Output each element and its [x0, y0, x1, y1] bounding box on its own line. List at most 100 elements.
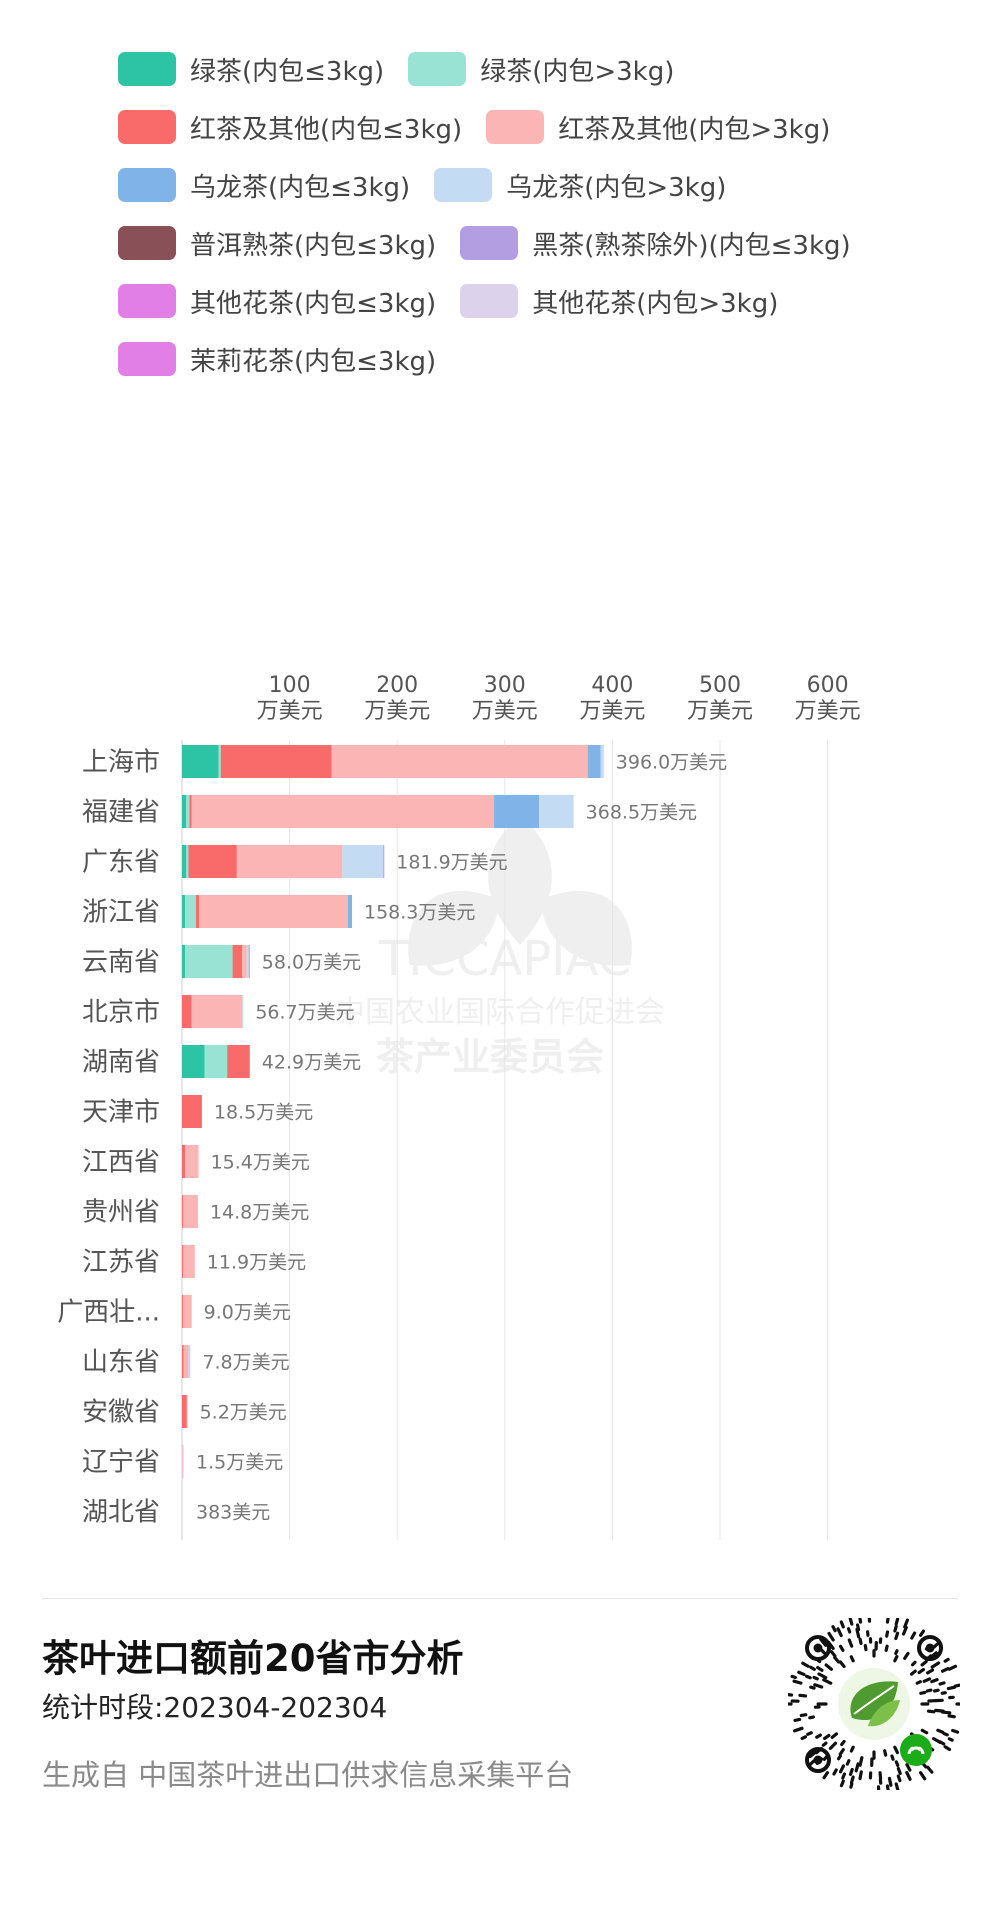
bar-segment[interactable] [600, 745, 604, 778]
bar-segment[interactable] [182, 1045, 205, 1078]
bar-segment[interactable] [183, 1195, 198, 1228]
legend-item[interactable]: 乌龙茶(内包>3kg) [434, 167, 726, 204]
legend-label: 绿茶(内包≤3kg) [190, 56, 385, 87]
bar-segment[interactable] [189, 795, 192, 828]
bar-segment[interactable] [182, 1295, 184, 1328]
wechat-mini-program-icon [900, 1734, 932, 1766]
bar-segment[interactable] [331, 745, 588, 778]
bar-total-label: 42.9万美元 [262, 1052, 361, 1074]
bar-segment[interactable] [182, 1445, 184, 1478]
watermark-line-2: 茶产业委员会 [376, 1035, 604, 1079]
bar-segment[interactable] [182, 995, 192, 1028]
legend-item[interactable]: 其他花茶(内包>3kg) [460, 283, 778, 320]
y-category-label: 广西壮... [57, 1298, 160, 1328]
bar-segment[interactable] [347, 895, 353, 928]
bar-segment[interactable] [185, 1145, 199, 1178]
bar-segment[interactable] [182, 1195, 184, 1228]
bar-segment[interactable] [183, 1245, 195, 1278]
qr-code-icon[interactable] [788, 1618, 960, 1790]
bar-total-label: 14.8万美元 [210, 1202, 309, 1224]
bar-segment[interactable] [182, 1145, 186, 1178]
watermark-line-1: 中国农业国际合作促进会 [335, 995, 665, 1030]
x-tick-label: 500 [699, 673, 741, 698]
bar-segment[interactable] [199, 895, 348, 928]
bar-segment[interactable] [204, 1045, 228, 1078]
bar-segment[interactable] [191, 795, 495, 828]
bar-segment[interactable] [182, 795, 187, 828]
legend-row: 其他花茶(内包≤3kg) 其他花茶(内包>3kg) [118, 272, 978, 330]
bar-segment[interactable] [186, 1395, 188, 1428]
bar-segment[interactable] [236, 845, 343, 878]
bar-segment[interactable] [186, 845, 189, 878]
bar-segment[interactable] [539, 795, 574, 828]
bar-segment[interactable] [182, 1245, 184, 1278]
watermark-leaf-icon [408, 815, 632, 966]
legend-item[interactable]: 其他花茶(内包≤3kg) [118, 283, 436, 320]
bar-segment[interactable] [182, 1345, 184, 1378]
bar-segment[interactable] [220, 745, 332, 778]
y-category-label: 辽宁省 [82, 1448, 160, 1478]
bar-segment[interactable] [182, 895, 186, 928]
bar-segment[interactable] [246, 945, 249, 978]
y-category-label: 山东省 [82, 1348, 160, 1378]
legend-item[interactable]: 绿茶(内包>3kg) [408, 51, 674, 88]
bar-row: 安徽省 5.2万美元 [82, 1395, 287, 1428]
bar-segment[interactable] [342, 845, 384, 878]
bar-segment[interactable] [248, 945, 250, 978]
bar-segment[interactable] [218, 745, 221, 778]
bar-segment[interactable] [494, 795, 540, 828]
legend-item[interactable]: 红茶及其他(内包>3kg) [486, 109, 830, 146]
x-tick-unit: 万美元 [795, 699, 861, 724]
legend-swatch [118, 52, 176, 86]
y-category-label: 广东省 [82, 848, 160, 878]
bar-segment[interactable] [182, 745, 219, 778]
y-category-label: 北京市 [82, 998, 160, 1028]
bar-total-label: 15.4万美元 [211, 1152, 310, 1174]
bar-segment[interactable] [587, 745, 601, 778]
bar-total-label: 7.8万美元 [202, 1352, 289, 1374]
legend-label: 红茶及其他(内包≤3kg) [190, 114, 463, 145]
legend: 绿茶(内包≤3kg) 绿茶(内包>3kg) 红茶及其他(内包≤3kg) 红茶及其他(内… [118, 40, 978, 388]
legend-item[interactable]: 绿茶(内包≤3kg) [118, 51, 384, 88]
bar-segment[interactable] [188, 845, 237, 878]
bar-segment[interactable] [186, 795, 190, 828]
bar-segment[interactable] [383, 845, 385, 878]
bar-segment[interactable] [185, 895, 196, 928]
bar-segment[interactable] [183, 1345, 189, 1378]
x-tick-unit: 万美元 [687, 699, 753, 724]
bar-segment[interactable] [188, 1345, 191, 1378]
legend-item[interactable]: 乌龙茶(内包≤3kg) [118, 167, 410, 204]
x-tick-unit: 万美元 [364, 699, 430, 724]
bar-segment[interactable] [182, 845, 187, 878]
bar-row: 天津市 18.5万美元 [82, 1095, 313, 1128]
y-category-label: 江西省 [82, 1148, 160, 1178]
bar-segment[interactable] [183, 1295, 192, 1328]
bar-segment[interactable] [195, 895, 200, 928]
legend-label: 乌龙茶(内包≤3kg) [190, 172, 411, 203]
legend-label: 其他花茶(内包>3kg) [532, 288, 779, 319]
legend-item[interactable]: 茉莉花茶(内包≤3kg) [118, 341, 436, 378]
bar-segment[interactable] [182, 1395, 187, 1428]
legend-label: 普洱熟茶(内包≤3kg) [190, 230, 437, 261]
y-category-label: 浙江省 [82, 898, 160, 928]
x-tick-label: 100 [269, 673, 311, 698]
y-category-label: 湖南省 [82, 1048, 160, 1078]
bar-segment[interactable] [182, 945, 186, 978]
legend-swatch [118, 284, 176, 318]
bar-segment[interactable] [185, 945, 233, 978]
legend-item[interactable]: 黑茶(熟茶除外)(内包≤3kg) [460, 225, 851, 262]
bar-segment[interactable] [242, 945, 247, 978]
bar-segment[interactable] [242, 995, 244, 1028]
footer-period: 统计时段:202304-202304 [42, 1691, 388, 1724]
bar-segment[interactable] [227, 1045, 250, 1078]
bar-row: 福建省 368.5万美元 [82, 795, 697, 828]
bar-segment[interactable] [182, 1095, 202, 1128]
bar-segment[interactable] [182, 1445, 183, 1478]
y-category-label: 天津市 [82, 1098, 160, 1128]
bar-row: 江西省 15.4万美元 [82, 1145, 310, 1178]
bar-segment[interactable] [232, 945, 243, 978]
legend-item[interactable]: 普洱熟茶(内包≤3kg) [118, 225, 436, 262]
bar-segment[interactable] [191, 995, 243, 1028]
legend-item[interactable]: 红茶及其他(内包≤3kg) [118, 109, 462, 146]
